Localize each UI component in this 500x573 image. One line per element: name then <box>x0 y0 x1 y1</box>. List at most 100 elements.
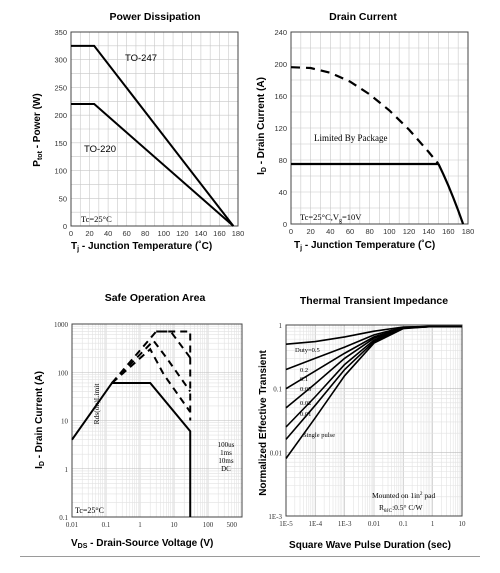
x-tick-label: 120 <box>176 229 189 238</box>
x-tick-label: 1 <box>138 521 142 529</box>
y-tick-label: 0 <box>63 222 67 231</box>
x-tick-label: 0 <box>289 227 293 236</box>
y-tick-label: 10 <box>61 418 69 426</box>
x-tick-label: 140 <box>422 227 435 236</box>
condition-annotation: Tc=25°C,Vg=10V <box>300 212 362 224</box>
x-tick-label: 100 <box>158 229 171 238</box>
x-axis-label-sub: j <box>299 245 302 252</box>
series-label: 0.05 <box>300 386 311 393</box>
plot-frame <box>70 31 239 227</box>
series-label: 0.02 <box>300 400 311 407</box>
x-tick-label: 0.1 <box>102 521 111 529</box>
x-tick-label: 160 <box>442 227 455 236</box>
chart-title: Safe Operation Area <box>105 292 206 304</box>
y-tick-label: 1 <box>65 466 69 474</box>
series-line-3 <box>111 330 192 384</box>
y-axis-label: ID - Drain Current (A) <box>256 77 268 175</box>
y-axis-label-main: P <box>32 160 43 167</box>
x-tick-label: 120 <box>403 227 416 236</box>
x-axis-label-rest: - Drain-Source Voltage (V) <box>87 538 213 549</box>
y-tick-label: 1 <box>279 322 283 330</box>
chart-title: Drain Current <box>329 11 397 23</box>
x-tick-label: 0 <box>69 229 73 238</box>
safe-operation-area-chart: 0.01 0.1 1 10 100 5000.11101001000Rds(on)Limi… <box>34 292 243 550</box>
plot-frame <box>71 323 243 518</box>
x-axis-label-main: T <box>71 241 77 252</box>
x-tick-label: 1 <box>431 520 435 528</box>
x-tick-label: 0.1 <box>399 520 408 528</box>
x-tick-label: 500 <box>227 521 238 529</box>
x-tick-label: 1E-5 <box>279 520 293 528</box>
rds-limit-label: Rds(on)Limit <box>92 383 101 425</box>
y-axis-label-main: I <box>34 466 45 469</box>
y-tick-label: 240 <box>274 28 287 37</box>
x-tick-label: 60 <box>122 229 130 238</box>
x-axis-label-main: V <box>71 538 78 549</box>
power-dissipation-chart: 0 20 40 60 80 100 120 140 160 180 0 50 100 150 200 250 3… <box>32 11 244 253</box>
mounting-note-main: Mounted on 1in <box>372 491 420 500</box>
y-axis-label-rest: - Power (W) <box>32 93 43 151</box>
y-tick-label: 200 <box>274 60 287 69</box>
pulse-label: 1ms <box>220 449 232 457</box>
x-axis-label-sub: j <box>76 246 79 253</box>
y-axis-label: Normalized Effective Transient <box>258 350 269 496</box>
y-axis-label-rest: - Drain Current (A) <box>34 371 45 461</box>
series-label-to220: TO-220 <box>84 144 116 155</box>
drain-current-chart: 0 20 40 60 80 100 120 140 160 180 0 40 80 120 160 200 24… <box>256 11 474 252</box>
series-line-1 <box>111 347 192 413</box>
series-line-1 <box>71 103 235 227</box>
series-label-to247: TO-247 <box>125 53 157 64</box>
pulse-label: DC <box>221 465 231 473</box>
y-tick-label: 0.1 <box>273 386 282 394</box>
mounting-note-rest: pad <box>423 491 436 500</box>
x-tick-label: 1E-4 <box>309 520 323 528</box>
x-tick-label: 140 <box>195 229 208 238</box>
y-tick-label: 100 <box>54 167 67 176</box>
x-tick-label: 100 <box>203 521 214 529</box>
x-axis-label-rest: - Junction Temperature (˚C) <box>302 239 435 251</box>
mounting-note: Mounted on 1in2 pad <box>372 491 436 500</box>
y-tick-label: 150 <box>54 139 67 148</box>
y-axis-label: ID - Drain Current (A) <box>34 371 46 469</box>
y-axis-label-sub: D <box>261 167 268 172</box>
plot-frame <box>285 324 463 517</box>
condition-annotation: Tc=25°C <box>81 214 112 224</box>
y-axis-label-rest: - Drain Current (A) <box>256 77 267 167</box>
condition-annotation: Tc=25°C <box>75 506 104 515</box>
x-tick-label: 0.01 <box>368 520 381 528</box>
thermal-resistance-sub: θJC <box>384 508 393 514</box>
y-axis-label: Ptot - Power (W) <box>32 93 44 166</box>
x-tick-label: 40 <box>104 229 112 238</box>
y-tick-label: 120 <box>274 124 287 133</box>
y-tick-label: 250 <box>54 83 67 92</box>
x-tick-label: 10 <box>171 521 179 529</box>
series-label: 0.01 <box>300 411 311 418</box>
pulse-label: 10ms <box>218 457 233 465</box>
y-tick-label: 80 <box>279 156 287 165</box>
y-tick-label: 50 <box>59 194 67 203</box>
mounting-note-sup: 2 <box>420 491 423 497</box>
package-limit-label: Limited By Package <box>314 133 387 143</box>
series-label: Single pulse <box>303 432 335 439</box>
series-label: 0.2 <box>300 367 308 374</box>
y-tick-label: 40 <box>279 188 287 197</box>
series-label: Duty=0.5 <box>295 347 320 354</box>
y-tick-label: 0.01 <box>270 449 283 457</box>
x-tick-label: 10 <box>459 520 467 528</box>
x-axis-label: VDS - Drain-Source Voltage (V) <box>71 538 213 550</box>
chart-title: Thermal Transient Impedance <box>300 295 448 307</box>
y-tick-label: 300 <box>54 56 67 65</box>
series-line-4 <box>156 330 192 421</box>
x-axis-label: Square Wave Pulse Duration (sec) <box>289 540 451 551</box>
condition-annotation-main: Tc=25°C,V <box>300 212 340 222</box>
x-tick-label: 0.01 <box>66 521 79 529</box>
x-tick-label: 20 <box>85 229 93 238</box>
y-tick-label: 200 <box>54 111 67 120</box>
pulse-label: 100us <box>218 441 235 449</box>
y-axis-label-sub: D <box>39 461 46 466</box>
thermal-resistance-main: R <box>379 503 384 512</box>
x-tick-label: 100 <box>383 227 396 236</box>
x-tick-label: 40 <box>326 227 334 236</box>
x-tick-label: 180 <box>462 227 475 236</box>
thermal-resistance-note: RθJC:0.5° C/W <box>379 503 423 514</box>
